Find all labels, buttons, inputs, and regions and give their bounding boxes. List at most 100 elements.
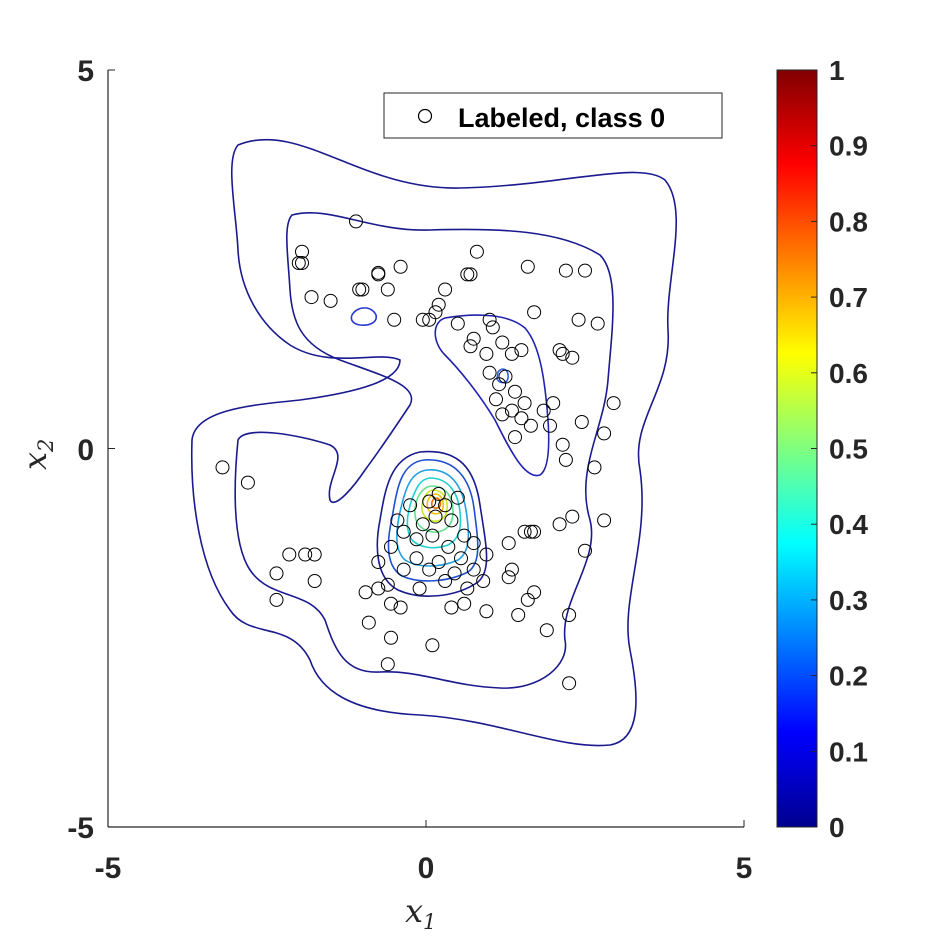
legend-box <box>383 92 723 139</box>
y-axis-label-group: x2 <box>16 439 58 470</box>
scatter-point <box>441 539 456 554</box>
scatter-point <box>454 551 468 566</box>
scatter-point <box>495 335 510 350</box>
scatter-point <box>536 403 551 418</box>
y-tick-label: -5 <box>67 812 94 845</box>
contour-peak-5 <box>414 485 454 533</box>
scatter-point <box>384 596 398 611</box>
scatter-point <box>565 350 580 365</box>
colorbar-tick-label: 0.2 <box>829 661 868 692</box>
scatter-point <box>447 566 462 581</box>
scatter-point <box>590 316 605 331</box>
scatter-point <box>476 574 491 588</box>
contour-peak-1 <box>376 450 488 597</box>
x-axis-label-sub: 1 <box>423 910 436 934</box>
scatter-point <box>539 623 554 638</box>
scatter-point <box>409 532 424 547</box>
scatter-point <box>469 244 484 259</box>
scatter-point <box>479 604 494 619</box>
colorbar-tick-label: 0 <box>829 812 845 843</box>
scatter-point <box>371 581 386 596</box>
scatter-point <box>466 536 481 551</box>
scatter-point <box>450 316 465 331</box>
scatter-point <box>355 282 370 297</box>
scatter-point <box>489 392 503 407</box>
scatter-point <box>422 562 437 577</box>
scatter-point <box>514 343 529 358</box>
scatter-point <box>482 312 497 327</box>
scatter-point <box>504 346 519 361</box>
colorbar-tick-label: 0.6 <box>829 358 868 389</box>
colorbar-tick-label: 0.9 <box>829 131 868 162</box>
colorbar-tick-label: 1 <box>829 55 845 86</box>
scatter-point <box>396 562 411 577</box>
scatter-point <box>425 528 440 543</box>
plot-area <box>107 69 745 828</box>
contour-mid <box>234 211 614 689</box>
scatter-point <box>431 297 446 312</box>
scatter-point <box>527 524 542 539</box>
scatter-point <box>574 415 589 429</box>
scatter-point <box>523 524 538 539</box>
x-tick-label: 0 <box>418 852 435 885</box>
scatter-point <box>444 600 459 615</box>
scatter-point <box>546 396 561 411</box>
scatter-point <box>479 346 494 361</box>
y-axis-label-sub: 2 <box>34 439 58 453</box>
scatter-point <box>371 555 386 569</box>
scatter-point <box>606 396 621 411</box>
scatter-point <box>352 282 367 297</box>
colorbar-ticks: 0 0.1 0.2 0.3 0.4 0.5 0.6 0.7 0.8 0.9 1 <box>811 55 868 843</box>
scatter-point <box>428 509 443 524</box>
scatter-point <box>384 539 398 554</box>
x-tick-labels: -5 0 5 <box>95 852 753 885</box>
scatter-point <box>495 407 510 422</box>
scatter-point <box>269 592 284 607</box>
scatter-point <box>565 509 580 524</box>
scatter-points <box>215 214 621 691</box>
x-axis-label-main: x <box>405 892 423 930</box>
scatter-point <box>415 312 430 327</box>
scatter-point <box>504 562 519 577</box>
scatter-point <box>485 320 500 335</box>
scatter-point <box>501 536 516 551</box>
scatter-point <box>409 551 424 566</box>
scatter-point <box>390 513 405 528</box>
scatter-point <box>460 581 475 596</box>
y-tick-labels: 5 0 -5 <box>67 55 94 845</box>
scatter-point <box>479 547 494 562</box>
scatter-point <box>597 426 612 441</box>
scatter-point <box>463 267 478 282</box>
colorbar-tick-label: 0.8 <box>829 206 868 237</box>
scatter-point <box>543 418 557 433</box>
scatter-point <box>571 312 586 327</box>
scatter-point <box>450 490 465 505</box>
scatter-point <box>307 547 322 562</box>
scatter-point <box>555 346 570 361</box>
scatter-point <box>508 430 522 445</box>
contour-outer <box>190 138 677 747</box>
scatter-point <box>466 562 481 577</box>
scatter-point <box>558 263 573 278</box>
scatter-point <box>517 524 532 539</box>
scatter-point <box>463 339 478 354</box>
colorbar-tick-label: 0.1 <box>829 736 868 767</box>
scatter-point <box>527 305 542 320</box>
scatter-point <box>438 498 453 513</box>
scatter-point <box>523 418 538 433</box>
x-tick-label: -5 <box>95 852 122 885</box>
scatter-point <box>415 517 430 532</box>
colorbar-tick-label: 0.7 <box>829 282 868 313</box>
scatter-point <box>520 259 535 274</box>
scatter-point <box>597 513 612 528</box>
scatter-point <box>422 312 437 327</box>
scatter-point <box>380 657 395 672</box>
legend: Labeled, class 0 <box>383 92 723 139</box>
scatter-point <box>501 570 516 585</box>
scatter-point <box>578 263 592 278</box>
colorbar-tick-label: 0.5 <box>829 434 868 465</box>
scatter-point <box>403 498 418 513</box>
scatter-point <box>422 494 437 509</box>
scatter-point <box>555 437 570 452</box>
